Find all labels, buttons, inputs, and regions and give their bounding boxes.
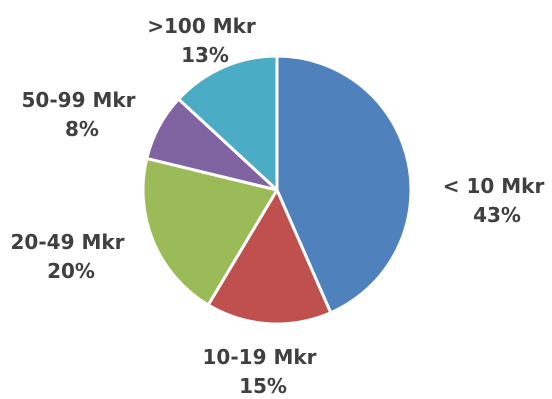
slice-label-20-49: 20-49 Mkr 20% xyxy=(11,230,132,283)
slice-label-10-19: 10-19 Mkr 15% xyxy=(203,345,324,398)
pie-slices xyxy=(141,54,413,326)
slice-label-lt10: < 10 Mkr 43% xyxy=(443,174,552,227)
slice-label-gt100: >100 Mkr 13% xyxy=(147,14,263,67)
pie-slice-lt10 xyxy=(275,54,413,315)
pie-slice-10-19 xyxy=(206,188,333,326)
pie-slice-20-49 xyxy=(141,156,279,307)
pie-slice-gt100 xyxy=(177,54,279,192)
slice-label-50-99: 50-99 Mkr 8% xyxy=(22,88,143,141)
